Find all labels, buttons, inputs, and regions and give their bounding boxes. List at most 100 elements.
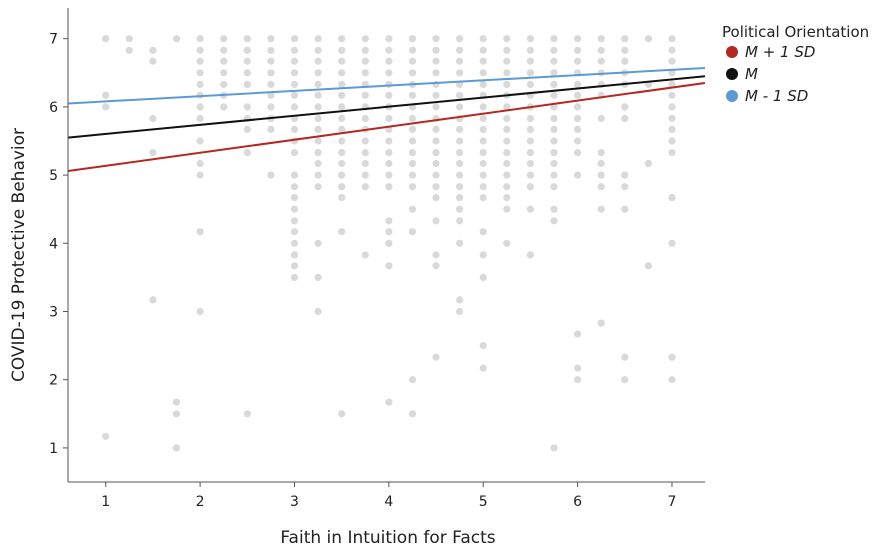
data-point — [597, 171, 605, 179]
data-point — [526, 69, 535, 77]
data-point — [597, 149, 605, 157]
data-point — [314, 46, 322, 54]
data-point — [550, 149, 558, 157]
data-point — [290, 35, 299, 43]
x-tick-label: 2 — [196, 494, 205, 510]
data-point — [338, 69, 346, 77]
data-point — [408, 57, 417, 65]
data-point — [385, 228, 393, 236]
data-point — [456, 171, 464, 179]
data-point — [385, 398, 393, 406]
data-point — [338, 80, 346, 88]
data-point — [220, 46, 228, 54]
data-point — [479, 251, 487, 259]
data-point — [668, 91, 676, 99]
data-point — [550, 57, 558, 65]
data-point — [338, 57, 346, 65]
data-point — [385, 159, 393, 168]
data-point — [479, 194, 487, 202]
data-point — [172, 35, 181, 43]
data-point — [408, 137, 417, 145]
data-point — [361, 91, 369, 99]
data-point — [621, 46, 629, 54]
data-point — [196, 114, 204, 123]
data-point — [526, 57, 535, 65]
data-point — [290, 80, 299, 88]
data-point — [338, 410, 346, 418]
data-point — [479, 80, 487, 88]
data-point — [196, 69, 204, 77]
data-point — [149, 46, 157, 54]
legend-label: M — [745, 65, 758, 83]
series-line-0 — [67, 82, 706, 172]
data-point — [574, 125, 582, 133]
data-point — [314, 57, 322, 65]
data-point — [385, 46, 393, 54]
data-point — [267, 69, 275, 77]
data-point — [597, 205, 605, 213]
data-point — [267, 35, 275, 43]
data-point — [503, 35, 511, 43]
data-point — [456, 194, 464, 202]
data-point — [432, 57, 440, 65]
data-point — [361, 183, 369, 191]
data-point — [456, 183, 464, 191]
data-point — [597, 35, 605, 43]
data-point — [432, 251, 440, 259]
data-point — [338, 149, 346, 157]
data-point — [550, 46, 558, 54]
data-point — [243, 69, 251, 77]
data-point — [526, 35, 535, 43]
data-point — [102, 103, 110, 111]
data-point — [479, 46, 487, 54]
data-point — [456, 46, 464, 54]
data-point — [574, 137, 582, 145]
x-tick-label: 5 — [479, 494, 488, 510]
x-tick-label: 4 — [384, 494, 393, 510]
data-point — [361, 149, 369, 157]
data-point — [243, 103, 251, 111]
data-point — [338, 228, 346, 236]
regression-lines — [67, 67, 706, 172]
data-point — [290, 251, 299, 259]
data-point — [290, 171, 299, 179]
data-point — [597, 114, 605, 123]
data-point — [408, 91, 417, 99]
data-point — [621, 205, 629, 213]
data-point — [526, 149, 535, 157]
data-point — [338, 125, 346, 133]
data-point — [550, 217, 558, 225]
data-point — [432, 137, 440, 145]
data-point — [456, 307, 464, 316]
data-point — [432, 183, 440, 191]
data-point — [267, 171, 275, 179]
data-point — [267, 103, 275, 111]
data-point — [526, 251, 535, 259]
data-point — [526, 159, 535, 168]
data-point — [314, 80, 322, 88]
data-point — [479, 69, 487, 77]
data-point — [243, 149, 251, 157]
data-point — [290, 69, 299, 77]
data-point — [668, 69, 676, 77]
data-point — [243, 125, 251, 133]
data-point — [172, 410, 181, 418]
data-point — [621, 183, 629, 191]
data-point — [408, 183, 417, 191]
data-point — [196, 307, 204, 316]
data-point — [385, 69, 393, 77]
data-point — [550, 114, 558, 123]
data-point — [456, 125, 464, 133]
x-tick-label: 7 — [668, 494, 677, 510]
data-point — [621, 171, 629, 179]
data-point — [479, 342, 487, 350]
data-point — [526, 80, 535, 88]
data-point — [220, 69, 228, 77]
data-point — [456, 296, 464, 304]
data-point — [149, 114, 157, 123]
data-point — [550, 183, 558, 191]
data-point — [597, 57, 605, 65]
data-point — [338, 137, 346, 145]
data-point — [456, 149, 464, 157]
